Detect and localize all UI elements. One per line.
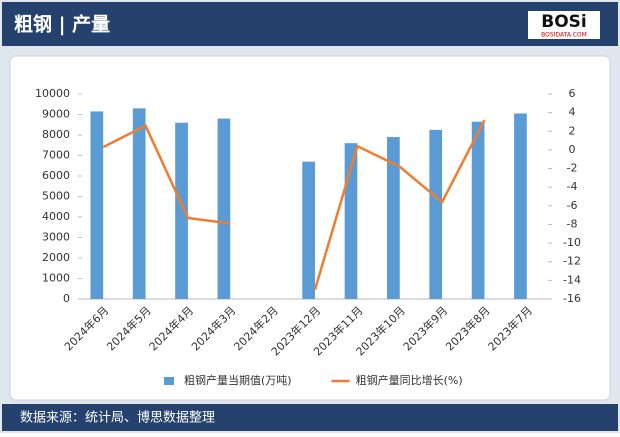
bar [302, 161, 315, 299]
y2-tick-label: -16 [563, 292, 581, 305]
bar [514, 113, 527, 299]
header [2, 2, 618, 46]
bar [90, 111, 104, 299]
y2-tick-label: -2 [567, 162, 578, 175]
legend-label: 粗钢产量当期值(万吨) [184, 373, 292, 387]
y2-tick-label: 4 [569, 106, 576, 119]
legend-label: 粗钢产量同比增长(%) [356, 373, 463, 387]
y2-tick-label: 2 [569, 124, 576, 137]
source: 数据来源：统计局、博思数据整理 [20, 411, 215, 426]
logo: BOSi [541, 12, 586, 32]
bar [175, 122, 188, 299]
logo-sub: BOSIDATA.COM [541, 32, 587, 39]
y2-tick-label: 0 [569, 143, 576, 156]
logo-box [528, 11, 600, 39]
line [102, 119, 486, 291]
chart-title: 粗钢 | 产量 [14, 13, 110, 36]
y2-tick-label: -8 [567, 217, 578, 230]
legend-swatch [164, 377, 174, 385]
bar [471, 121, 485, 299]
y-tick-label: 5000 [42, 190, 70, 203]
y-tick-label: 4000 [42, 210, 70, 223]
y-tick-label: 1000 [42, 272, 70, 285]
bar [132, 108, 146, 299]
bar [387, 137, 400, 299]
y-tick-label: 2000 [42, 251, 70, 264]
y-tick-label: 3000 [42, 231, 70, 244]
y2-tick-label: -6 [567, 199, 578, 212]
y-tick-label: 9000 [42, 108, 70, 121]
y2-tick-label: 6 [569, 87, 576, 100]
y2-tick-label: -10 [563, 236, 581, 249]
y-tick-label: 8000 [42, 128, 70, 141]
y-tick-label: 7000 [42, 149, 70, 162]
y2-tick-label: -4 [567, 180, 578, 193]
footer [2, 404, 618, 431]
bar [429, 129, 443, 299]
y2-tick-label: -12 [563, 255, 581, 268]
y-tick-label: 6000 [42, 169, 70, 182]
y2-tick-label: -14 [563, 273, 581, 286]
bar [217, 118, 231, 299]
y-tick-label: 10000 [35, 87, 70, 100]
y-tick-label: 0 [63, 292, 70, 305]
